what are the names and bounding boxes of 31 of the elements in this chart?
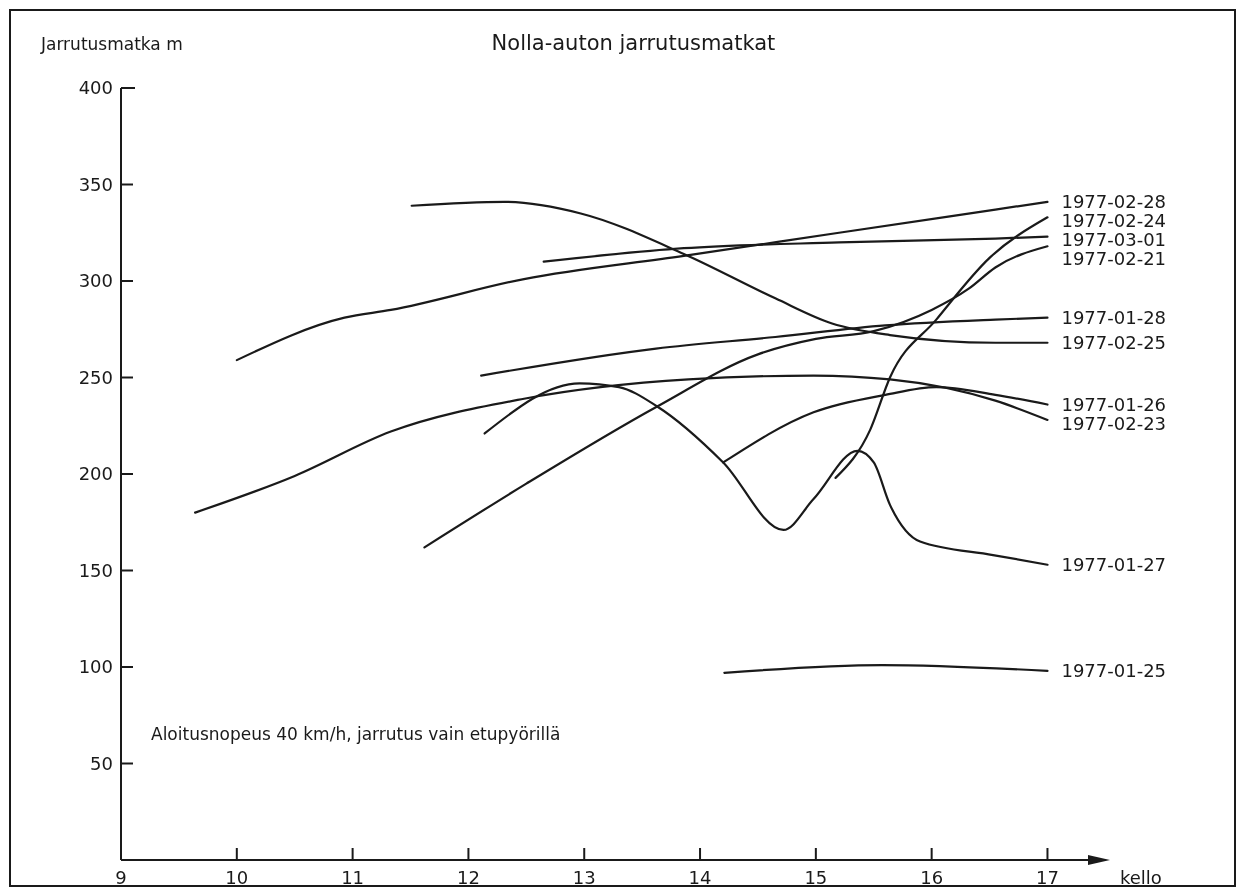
y-tick-label: 300	[78, 270, 113, 292]
series-label: 1977-03-01	[1061, 229, 1167, 251]
x-tick-label: 10	[225, 867, 249, 888]
series-label: 1977-02-23	[1061, 412, 1167, 434]
x-tick-label: 9	[115, 867, 127, 888]
series-label: 1977-02-24	[1061, 210, 1167, 232]
x-tick-label: 11	[341, 867, 365, 888]
series-label: 1977-01-25	[1061, 660, 1167, 682]
y-tick-label: 100	[78, 656, 113, 678]
y-tick-label: 400	[78, 77, 113, 99]
y-tick-label: 50	[90, 752, 113, 774]
y-axis-title: Jarrutusmatka m	[40, 34, 183, 54]
x-tick-label: 16	[920, 867, 944, 888]
x-axis-title: kello	[1120, 867, 1162, 888]
x-tick-label: 13	[572, 867, 596, 888]
annotation: Aloitusnopeus 40 km/h, jarrutus vain etupyörillä	[151, 724, 561, 745]
chart-title: Nolla-auton jarrutusmatkat	[491, 31, 776, 55]
series-label: 1977-02-25	[1061, 332, 1167, 354]
series-label: 1977-02-28	[1061, 191, 1167, 213]
y-tick-label: 250	[78, 366, 113, 388]
x-tick-label: 12	[456, 867, 480, 888]
series-label: 1977-01-26	[1061, 393, 1167, 415]
series-label: 1977-01-27	[1061, 554, 1167, 576]
series-label: 1977-01-28	[1061, 306, 1167, 328]
y-tick-label: 200	[78, 463, 113, 485]
y-tick-label: 150	[78, 559, 113, 581]
y-tick-label: 350	[78, 173, 113, 195]
x-tick-label: 15	[804, 867, 828, 888]
x-tick-label: 14	[688, 867, 712, 888]
series-label: 1977-02-21	[1061, 248, 1167, 270]
x-tick-label: 17	[1036, 867, 1059, 888]
